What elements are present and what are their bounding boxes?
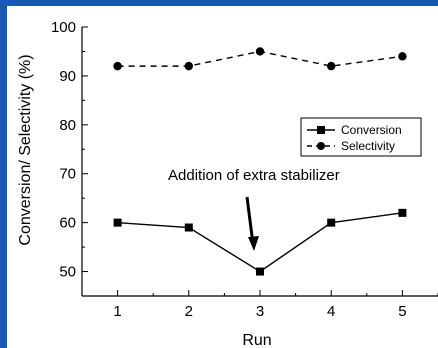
x-tick-label: 4: [327, 303, 335, 320]
y-tick-label: 80: [59, 117, 76, 134]
y-tick-label: 60: [59, 215, 76, 232]
legend-label-conversion: Conversion: [341, 123, 402, 137]
y-tick-label: 100: [51, 19, 76, 36]
x-axis-title: Run: [242, 332, 271, 348]
legend: Conversion Selectivity: [300, 117, 422, 157]
frame-top-border: [0, 0, 438, 6]
conversion-point: [184, 223, 193, 232]
x-tick-label: 2: [185, 303, 193, 320]
y-axis-title: Conversion/ Selectivity (%): [17, 54, 34, 245]
legend-label-selectivity: Selectivity: [341, 139, 395, 153]
frame-left-border: [0, 0, 7, 348]
y-tick-label: 50: [59, 264, 76, 281]
legend-marker-selectivity: [317, 142, 325, 150]
selectivity-point: [327, 61, 336, 71]
legend-marker-conversion: [317, 126, 325, 134]
annotation-arrow-line: [245, 196, 255, 245]
x-tick-label: 3: [256, 303, 264, 320]
conversion-point: [327, 218, 336, 227]
conversion-point: [398, 208, 407, 217]
conversion-point: [256, 267, 264, 276]
conversion-series-line: [117, 212, 403, 273]
x-tick-label: 1: [113, 303, 121, 320]
axes: 50 60 70 80 90 100 1 2 3 4 5: [51, 19, 438, 320]
selectivity-point: [255, 47, 265, 56]
annotation-label: Addition of extra stabilizer: [168, 167, 340, 184]
annotation-arrow-head: [248, 236, 259, 251]
x-tick-label: 5: [398, 303, 406, 320]
selectivity-point: [398, 52, 407, 61]
y-tick-label: 90: [59, 68, 76, 85]
conversion-point: [113, 218, 122, 227]
y-tick-label: 70: [59, 166, 76, 183]
selectivity-point: [113, 61, 122, 71]
selectivity-point: [184, 61, 193, 71]
series-layer: [113, 47, 407, 276]
